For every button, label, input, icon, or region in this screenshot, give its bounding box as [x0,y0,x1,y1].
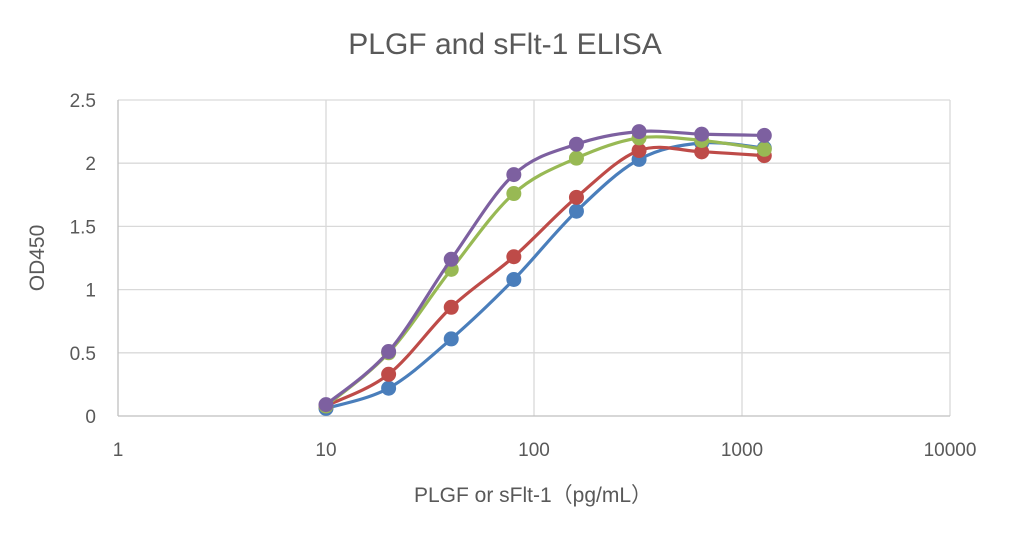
data-point [568,150,584,166]
x-tick-label: 10000 [924,440,977,461]
data-point [506,271,522,287]
data-point [756,141,772,157]
data-point [506,249,522,265]
x-tick-label: 1 [113,440,124,461]
x-tick-label: 100 [518,440,550,461]
data-point [381,380,397,396]
y-tick-label: 1 [85,281,96,302]
data-point [381,344,397,360]
data-point [694,126,710,142]
data-point [631,124,647,140]
series-2 [318,143,772,414]
data-point [756,127,772,143]
data-point [443,251,459,267]
axes: 0 0.5 1 1.5 2 2.5 1 10 100 1000 10000 [70,91,977,461]
data-point [694,144,710,160]
data-point [381,366,397,382]
data-point [443,299,459,315]
data-point [506,186,522,202]
x-tick-label: 1000 [721,440,763,461]
series-line [324,145,766,408]
chart-title: PLGF and sFlt-1 ELISA [348,28,661,61]
data-point [631,143,647,159]
data-point [318,397,334,413]
series [318,124,772,416]
y-tick-label: 2 [85,154,96,175]
data-point [568,203,584,219]
data-point [568,189,584,205]
y-tick-label: 0.5 [70,344,96,365]
grid [117,99,951,416]
series-line [324,135,766,408]
y-axis-label: OD450 [26,225,49,292]
series-4 [318,124,772,413]
data-point [506,167,522,183]
y-tick-label: 1.5 [70,217,96,238]
data-point [443,331,459,347]
x-axis-label: PLGF or sFlt-1（pg/mL） [414,484,652,507]
data-point [568,136,584,152]
series-line [324,141,766,411]
y-tick-label: 0 [85,407,96,428]
x-tick-label: 10 [315,440,336,461]
y-tick-label: 2.5 [70,91,96,112]
